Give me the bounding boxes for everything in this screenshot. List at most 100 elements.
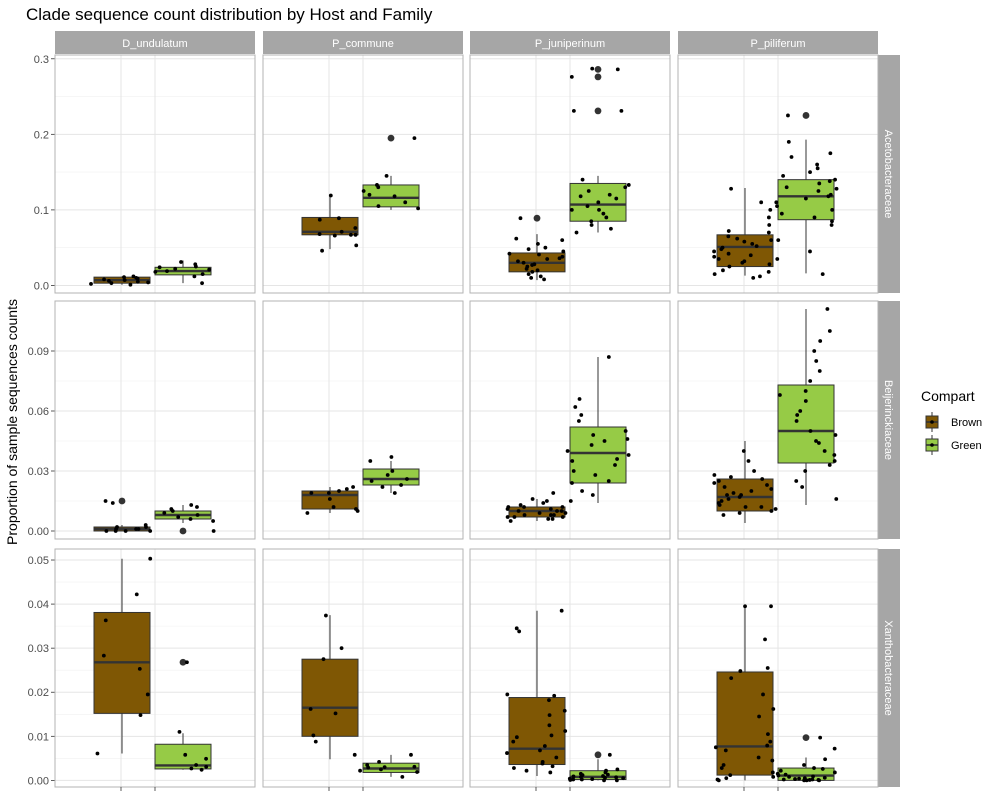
data-point <box>827 179 832 184</box>
data-point <box>741 449 746 453</box>
data-point <box>609 226 613 231</box>
data-point <box>337 489 341 493</box>
data-point <box>305 511 310 515</box>
data-point <box>770 770 775 775</box>
data-point <box>542 744 547 748</box>
data-point <box>516 259 520 264</box>
data-point <box>571 469 576 473</box>
data-point <box>211 519 215 523</box>
data-point <box>507 251 512 256</box>
data-point <box>729 676 734 681</box>
data-point <box>328 193 333 198</box>
data-point <box>339 229 344 234</box>
data-point <box>815 162 820 167</box>
data-point <box>200 281 204 286</box>
data-point <box>311 733 316 738</box>
data-point <box>179 260 183 264</box>
data-point <box>317 217 322 222</box>
data-point <box>778 768 783 773</box>
data-point <box>621 776 626 781</box>
box-brown <box>716 671 774 776</box>
data-point <box>545 257 550 261</box>
data-point <box>538 748 542 753</box>
data-point <box>816 189 821 193</box>
data-point <box>768 739 773 744</box>
data-point <box>195 505 199 509</box>
data-point <box>817 778 822 783</box>
data-point <box>767 262 772 267</box>
data-point <box>569 207 574 212</box>
data-point <box>808 379 813 383</box>
data-point <box>107 279 111 283</box>
data-point <box>560 505 565 509</box>
data-point <box>135 276 140 281</box>
data-point <box>211 529 216 533</box>
panel-border <box>262 300 464 540</box>
data-point <box>776 238 781 243</box>
data-point <box>529 275 534 280</box>
data-point <box>758 274 762 279</box>
data-point <box>573 405 578 409</box>
data-point <box>379 767 383 772</box>
data-point <box>366 765 371 770</box>
outlier-point <box>118 497 126 505</box>
panel-border <box>469 300 671 540</box>
data-point <box>543 245 548 250</box>
data-point <box>114 527 119 531</box>
data-point <box>526 247 531 252</box>
data-point <box>795 413 800 417</box>
legend-label: Green <box>951 440 982 452</box>
data-point <box>721 763 726 767</box>
panel-border <box>54 54 256 294</box>
data-point <box>544 499 549 503</box>
data-point <box>613 463 617 467</box>
facet-strip-label: D_undulatum <box>122 38 187 50</box>
data-point <box>521 260 526 265</box>
data-point <box>313 739 318 744</box>
outlier-point <box>594 73 602 81</box>
data-point <box>536 241 540 246</box>
data-point <box>200 272 205 277</box>
y-tick-label: 0.2 <box>34 129 49 141</box>
data-point <box>104 529 109 533</box>
data-point <box>405 477 409 481</box>
data-point <box>541 501 546 505</box>
data-point <box>95 751 100 756</box>
data-point <box>538 274 543 279</box>
data-point <box>368 459 373 463</box>
data-point <box>586 189 591 193</box>
data-point <box>712 473 717 477</box>
data-point <box>797 776 801 781</box>
data-point <box>822 449 827 453</box>
data-point <box>719 499 724 503</box>
data-point <box>551 491 556 495</box>
data-point <box>808 429 813 433</box>
data-point <box>808 170 812 175</box>
y-tick-label: 0.00 <box>28 526 49 538</box>
data-point <box>601 211 606 216</box>
data-point <box>560 238 565 243</box>
data-point <box>750 241 755 246</box>
data-point <box>735 236 740 241</box>
data-point <box>199 767 204 772</box>
data-point <box>195 513 200 517</box>
data-point <box>559 509 564 513</box>
chart-title: Clade sequence count distribution by Hos… <box>26 5 433 24</box>
data-point <box>557 256 562 261</box>
data-point <box>607 192 612 197</box>
data-point <box>606 355 611 359</box>
data-point <box>726 497 731 501</box>
outlier-point <box>179 527 187 535</box>
data-point <box>766 230 771 235</box>
data-point <box>832 746 837 751</box>
data-point <box>737 511 742 515</box>
data-point <box>803 196 808 201</box>
panel-D_undulatum-Beijerinckiaceae <box>54 300 256 540</box>
data-point <box>800 485 805 489</box>
data-point <box>832 459 837 463</box>
data-point <box>555 509 559 513</box>
data-point <box>817 369 822 373</box>
data-point <box>505 692 510 697</box>
data-point <box>767 223 772 227</box>
data-point <box>589 223 594 227</box>
